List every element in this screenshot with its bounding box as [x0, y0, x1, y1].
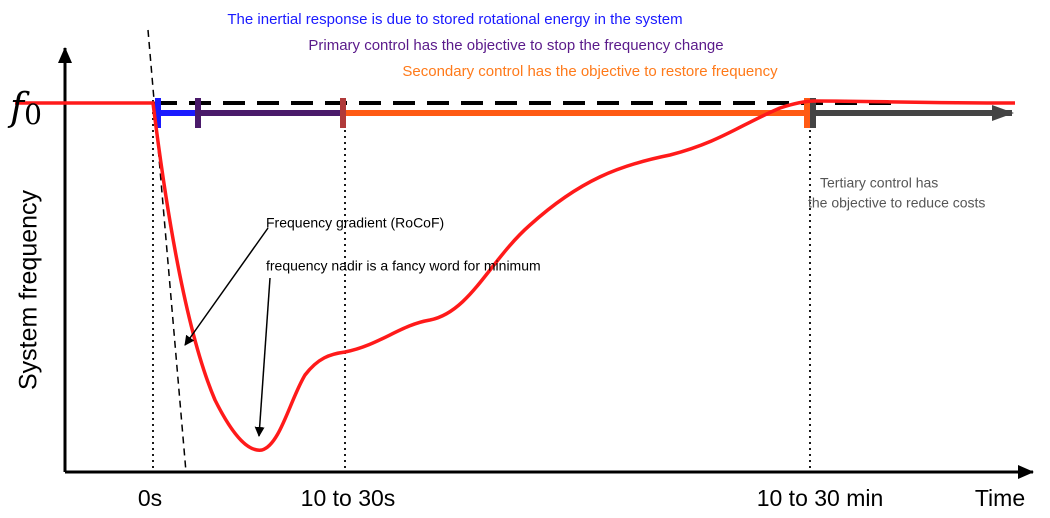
gradient-note: Frequency gradient (RoCoF)	[266, 215, 444, 231]
time-label: 0s	[138, 485, 162, 511]
time-label: 10 to 30s	[301, 485, 396, 511]
frequency-curve	[15, 99, 1016, 452]
nadir-note: frequency nadir is a fancy word for mini…	[266, 258, 541, 274]
inertial-note: The inertial response is due to stored r…	[227, 11, 682, 28]
f0-label: f0	[7, 85, 42, 131]
tertiary-note: Tertiary control has	[820, 175, 938, 191]
x-axis-label: Time	[975, 485, 1025, 511]
time-label: 10 to 30 min	[757, 485, 884, 511]
gradient-arrow	[184, 227, 269, 346]
axes	[58, 47, 1034, 479]
tertiary-note: the objective to reduce costs	[808, 195, 985, 211]
time-markers	[152, 100, 811, 472]
y-axis-label: System frequency	[15, 189, 43, 390]
f0-subscript: 0	[24, 98, 42, 131]
nadir-arrow	[254, 277, 271, 437]
secondary-note: Secondary control has the objective to r…	[402, 63, 778, 80]
primary-note: Primary control has the objective to sto…	[308, 37, 723, 54]
